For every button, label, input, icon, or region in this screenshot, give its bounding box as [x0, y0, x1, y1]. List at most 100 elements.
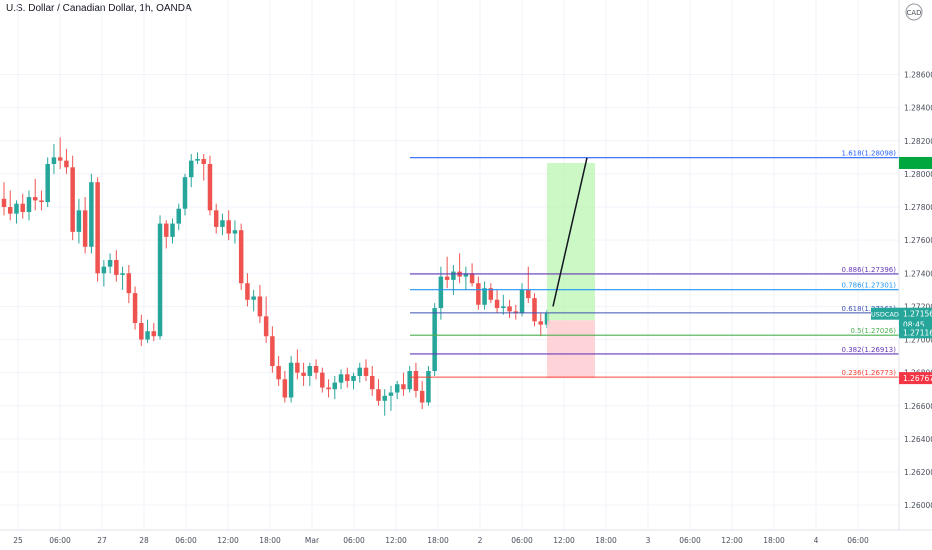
candle-body	[501, 306, 506, 309]
x-tick-label: 4	[814, 536, 819, 545]
candle-body	[257, 296, 263, 317]
candle-body	[201, 159, 206, 164]
price-badges: USDCAD 1.27156 08:451.27116 1.26767	[871, 156, 932, 385]
x-tick-label: 3	[646, 536, 651, 545]
fib-level-label: 0.618(1.27161)	[842, 305, 897, 313]
candle-body	[263, 316, 269, 337]
candle	[357, 362, 363, 383]
candle-body	[438, 276, 444, 309]
candle	[101, 260, 107, 287]
candle-body	[64, 160, 69, 168]
candle-body	[26, 197, 32, 212]
candle	[238, 223, 244, 290]
candle	[519, 283, 525, 317]
candle	[388, 385, 394, 411]
fib-level-label: 0.236(1.26773)	[842, 369, 897, 377]
candle-body	[251, 296, 256, 300]
candle	[207, 155, 213, 216]
candle	[257, 284, 263, 323]
candle-body	[288, 362, 294, 398]
candle	[232, 220, 238, 244]
candle-body	[307, 366, 313, 376]
time-axis: 25 06:00 27 28 06:00 12:00 18:00 Mar 06:00 12:00 1…	[13, 536, 869, 545]
candle	[70, 155, 75, 241]
candle	[188, 154, 194, 188]
candle-body	[345, 374, 350, 381]
candle	[76, 198, 82, 244]
fib-level-label: 1.618(1.28098)	[842, 150, 897, 158]
candle-body	[14, 203, 19, 214]
candle	[488, 283, 494, 304]
chart-title: U.S. Dollar / Canadian Dollar, 1h, OANDA	[6, 3, 192, 14]
candle-body	[57, 157, 63, 161]
candle	[444, 256, 450, 289]
candle-body	[120, 273, 125, 275]
y-tick-label: 1.28000	[904, 170, 932, 179]
candle-body	[20, 203, 25, 212]
x-tick-label: 28	[139, 536, 149, 545]
y-tick-label: 1.26400	[904, 435, 932, 444]
x-tick-label: 06:00	[175, 536, 197, 545]
candle	[14, 200, 19, 224]
candle	[507, 299, 512, 318]
candle	[57, 137, 63, 169]
candle	[251, 289, 256, 312]
candle	[295, 349, 300, 380]
x-tick-label: 18:00	[763, 536, 785, 545]
candle	[107, 253, 113, 274]
y-tick-label: 1.27000	[904, 336, 932, 345]
candle-body	[444, 276, 450, 280]
candle	[126, 265, 132, 304]
candle	[1, 182, 7, 216]
candle-body	[419, 390, 425, 403]
candle	[438, 266, 444, 320]
y-tick-label: 1.28200	[904, 137, 932, 146]
candle-body	[7, 207, 13, 214]
candle-body	[238, 230, 244, 284]
candle	[26, 190, 32, 221]
x-tick-label: 27	[97, 536, 107, 545]
candle	[326, 379, 331, 398]
candle-body	[245, 283, 250, 300]
x-tick-label: 06:00	[511, 536, 533, 545]
y-tick-label: 1.27200	[904, 302, 932, 311]
candle	[7, 190, 13, 221]
candle	[20, 193, 25, 219]
x-tick-label: 12:00	[553, 536, 575, 545]
x-tick-label: 18:00	[427, 536, 449, 545]
candle-body	[369, 375, 375, 390]
candle-body	[157, 223, 163, 337]
y-tick-label: 1.27600	[904, 236, 932, 245]
x-tick-label: 2	[478, 536, 483, 545]
symbol-badge	[871, 307, 899, 320]
x-tick-label: 12:00	[721, 536, 743, 545]
target-price-badge	[899, 156, 932, 169]
candle-body	[451, 271, 456, 280]
candle-body	[164, 223, 169, 237]
fib-level-label: 0.382(1.26913)	[842, 346, 897, 354]
x-tick-label: 06:00	[49, 536, 71, 545]
candle	[376, 379, 381, 406]
symbol-badge-label: USDCAD	[871, 311, 899, 319]
target-zone	[547, 162, 595, 321]
candle	[469, 263, 475, 287]
candle-body	[376, 389, 381, 401]
candle-body	[51, 157, 57, 164]
candle	[476, 276, 481, 310]
candle-body	[151, 331, 157, 337]
x-tick-label: 18:00	[595, 536, 617, 545]
candle-body	[363, 367, 369, 376]
candle	[201, 154, 206, 181]
candle	[307, 362, 313, 386]
candle-body	[351, 375, 356, 381]
candle	[538, 313, 544, 337]
candle	[139, 314, 144, 347]
candle-body	[401, 384, 406, 390]
candle-body	[176, 208, 182, 224]
candle	[120, 266, 125, 290]
currency-icon[interactable]: CAD	[905, 3, 923, 21]
candle-body	[494, 299, 500, 309]
candle	[51, 144, 57, 174]
candle-body	[182, 177, 188, 209]
